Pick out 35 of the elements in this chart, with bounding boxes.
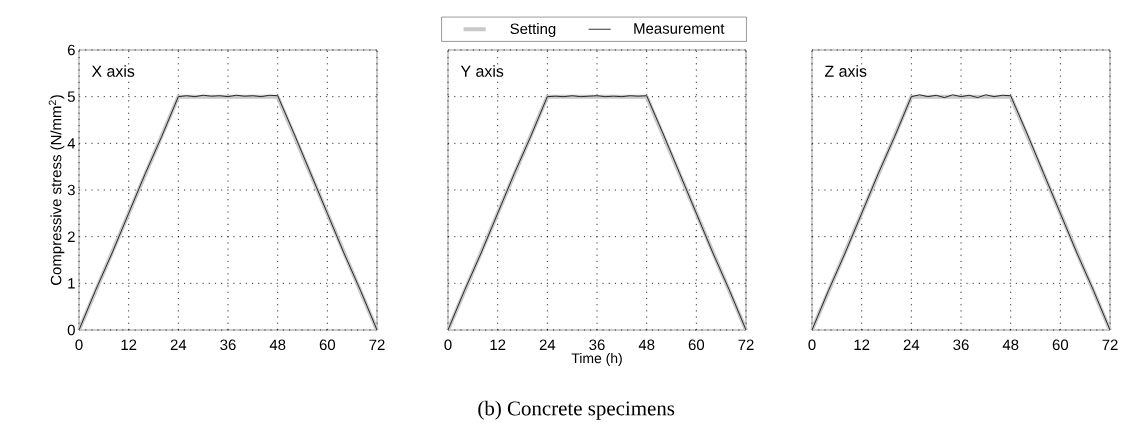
y-tick-label: 0 xyxy=(67,324,75,336)
y-tick-label: 4 xyxy=(67,138,76,149)
y-tick-label: 1 xyxy=(68,278,75,289)
x-tick-label: 12 xyxy=(854,339,870,350)
y-axis-title: Compressive stress (N/mm$^{2}$) xyxy=(48,95,65,285)
x-tick-label: 24 xyxy=(170,339,187,350)
x-tick-label: 24 xyxy=(539,339,556,350)
y-tick-label: 2 xyxy=(67,231,75,242)
x-tick-label: 72 xyxy=(1102,339,1118,350)
x-axis-title: Time (h) xyxy=(571,352,622,366)
y-tick-label: 3 xyxy=(67,184,75,196)
text: (b) Concrete specimens xyxy=(478,400,675,420)
x-tick-label: 48 xyxy=(1002,339,1019,351)
text: Y axis xyxy=(460,65,504,77)
x-tick-label: 72 xyxy=(369,339,385,350)
text: Z axis xyxy=(824,65,867,77)
text: X axis xyxy=(91,65,135,77)
x-tick-label: 60 xyxy=(319,339,336,351)
x-tick-label: 12 xyxy=(490,339,506,350)
legend-label: Measurement xyxy=(634,23,725,34)
y-tick-label: 5 xyxy=(67,91,75,102)
x-tick-label: 0 xyxy=(808,339,816,351)
x-tick-label: 48 xyxy=(269,339,286,351)
x-tick-label: 24 xyxy=(903,339,920,350)
y-tick-label: 6 xyxy=(67,44,75,56)
x-tick-label: 60 xyxy=(1052,339,1069,351)
x-tick-label: 12 xyxy=(121,339,137,350)
legend-label: Setting xyxy=(510,23,556,38)
x-tick-label: 60 xyxy=(688,339,705,351)
x-tick-label: 36 xyxy=(953,339,969,351)
x-tick-label: 48 xyxy=(638,339,655,351)
x-tick-label: 36 xyxy=(589,339,605,351)
x-tick-label: 0 xyxy=(444,339,452,351)
x-tick-label: 72 xyxy=(738,339,754,350)
x-tick-label: 36 xyxy=(220,339,236,351)
